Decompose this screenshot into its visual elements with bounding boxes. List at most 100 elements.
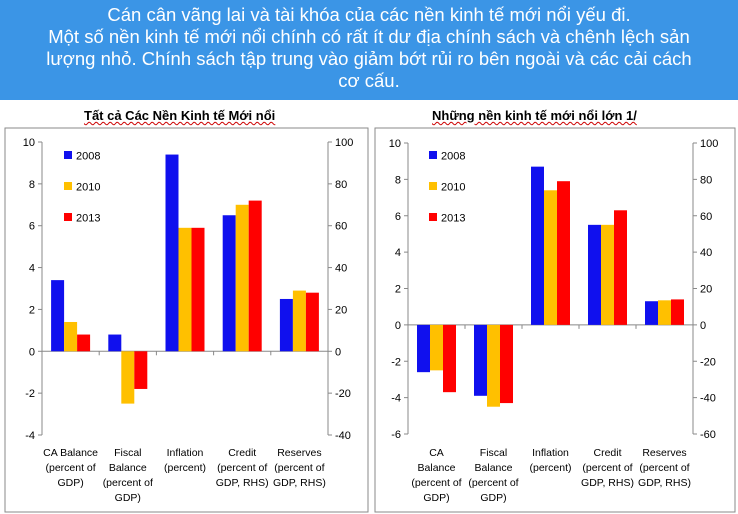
category-label-left: (percent of (274, 462, 324, 474)
category-label-right: Balance (475, 462, 513, 474)
bar-right-2010-0 (430, 324, 443, 371)
y-tick-label-right-right: -60 (700, 429, 716, 441)
bar-right-2010-1 (487, 324, 500, 407)
bar-left-2008-3 (222, 215, 236, 352)
y-tick-label-right-left: -40 (335, 430, 351, 442)
category-label-right: GDP, RHS) (581, 477, 634, 489)
category-label-left: (percent of (103, 477, 153, 489)
y-tick-label-left-right: 2 (395, 284, 401, 296)
chart-title-left: Tất cả Các Nền Kinh tế Mới nổi (84, 108, 276, 123)
category-label-right: GDP) (480, 492, 506, 504)
bar-left-2010-3 (235, 204, 249, 352)
bar-left-2013-4 (305, 292, 319, 352)
y-tick-label-left-left: 0 (29, 346, 35, 358)
y-tick-label-left-left: 6 (29, 221, 35, 233)
bar-right-2013-2 (557, 181, 570, 325)
y-tick-label-right-left: 20 (335, 304, 347, 316)
legend-label-right-2008: 2008 (441, 151, 465, 163)
header-banner: Cán cân vãng lai và tài khóa của các nền… (0, 0, 738, 100)
category-label-right: (percent of (639, 462, 689, 474)
bar-right-2013-3 (614, 210, 627, 325)
bar-right-2013-1 (500, 324, 513, 404)
y-tick-label-left-right: 6 (395, 211, 401, 223)
y-tick-label-left-right: -2 (391, 356, 401, 368)
legend-label-left-2010: 2010 (76, 182, 100, 194)
y-tick-label-left-right: -6 (391, 429, 401, 441)
category-label-right: Credit (593, 447, 621, 459)
y-tick-label-right-left: 0 (335, 346, 341, 358)
y-tick-label-left-left: -4 (25, 430, 35, 442)
category-label-left: Fiscal (114, 447, 141, 459)
bar-right-2008-4 (645, 301, 658, 325)
category-label-left: (percent) (164, 462, 206, 474)
y-tick-label-left-left: 10 (23, 137, 35, 149)
category-label-left: GDP, RHS) (216, 477, 269, 489)
banner-line-2: Một số nền kinh tế mới nổi chính có rất … (48, 26, 690, 47)
category-label-left: Balance (109, 462, 147, 474)
category-label-left: (percent of (217, 462, 267, 474)
category-label-right: Fiscal (480, 447, 507, 459)
bar-right-2013-4 (671, 299, 684, 325)
bar-right-2008-2 (531, 166, 544, 325)
y-tick-label-right-right: -40 (700, 393, 716, 405)
legend-label-left-2008: 2008 (76, 151, 100, 163)
bar-right-2008-1 (474, 324, 487, 396)
y-tick-label-right-left: 40 (335, 263, 347, 275)
category-label-right: CA (429, 447, 444, 459)
chart-frame-left (4, 127, 369, 513)
bar-left-2013-0 (77, 334, 91, 352)
y-tick-label-right-right: 60 (700, 211, 712, 223)
legend-label-right-2013: 2013 (441, 213, 465, 225)
y-tick-label-right-right: -20 (700, 356, 716, 368)
y-tick-label-left-left: -2 (25, 388, 35, 400)
bar-left-2010-4 (292, 290, 306, 352)
y-tick-label-left-right: 0 (395, 320, 401, 332)
y-tick-label-left-right: 10 (389, 138, 401, 150)
y-tick-label-right-right: 100 (700, 138, 718, 150)
bar-left-2010-1 (121, 351, 135, 404)
category-label-left: CA Balance (43, 447, 98, 459)
y-tick-label-left-left: 2 (29, 304, 35, 316)
bar-left-2013-2 (191, 227, 205, 352)
category-label-left: Reserves (277, 447, 321, 459)
category-label-right: (percent of (582, 462, 632, 474)
banner-line-3: lượng nhỏ. Chính sách tập trung vào giảm… (46, 48, 692, 69)
category-label-left: GDP) (115, 492, 141, 504)
bar-right-2010-3 (601, 224, 614, 325)
y-tick-label-left-right: 8 (395, 174, 401, 186)
legend-label-right-2010: 2010 (441, 182, 465, 194)
y-tick-label-right-right: 20 (700, 284, 712, 296)
chart-title-right: Những nền kinh tế mới nổi lớn 1/ (432, 108, 637, 123)
bar-right-2008-3 (588, 224, 601, 325)
category-label-right: GDP) (423, 492, 449, 504)
legend-swatch-left-2008 (64, 151, 72, 159)
bar-right-2010-2 (544, 190, 557, 325)
category-label-right: (percent) (529, 462, 571, 474)
bar-left-2008-2 (165, 154, 179, 352)
y-tick-label-right-left: -20 (335, 388, 351, 400)
bar-right-2013-0 (443, 324, 456, 393)
y-tick-label-right-left: 60 (335, 221, 347, 233)
y-tick-label-right-left: 80 (335, 179, 347, 191)
category-label-right: (percent of (411, 477, 461, 489)
legend-swatch-right-2008 (429, 151, 437, 159)
category-label-left: Credit (228, 447, 256, 459)
bar-left-2008-1 (108, 334, 122, 352)
bar-right-2008-0 (417, 324, 430, 373)
banner-line-1: Cán cân vãng lai và tài khóa của các nền… (107, 4, 631, 25)
legend-label-left-2013: 2013 (76, 213, 100, 225)
y-tick-label-right-left: 100 (335, 137, 353, 149)
bar-left-2010-2 (178, 227, 192, 352)
y-tick-label-left-right: -4 (391, 393, 401, 405)
y-tick-label-left-left: 4 (29, 263, 35, 275)
y-tick-label-right-right: 80 (700, 174, 712, 186)
y-tick-label-right-right: 40 (700, 247, 712, 259)
category-label-left: (percent of (45, 462, 95, 474)
bar-left-2013-3 (248, 200, 262, 352)
y-tick-label-left-left: 8 (29, 179, 35, 191)
banner-line-4: cơ cấu. (338, 70, 400, 91)
category-label-left: GDP) (57, 477, 83, 489)
category-label-left: GDP, RHS) (273, 477, 326, 489)
bar-left-2013-1 (134, 351, 148, 389)
